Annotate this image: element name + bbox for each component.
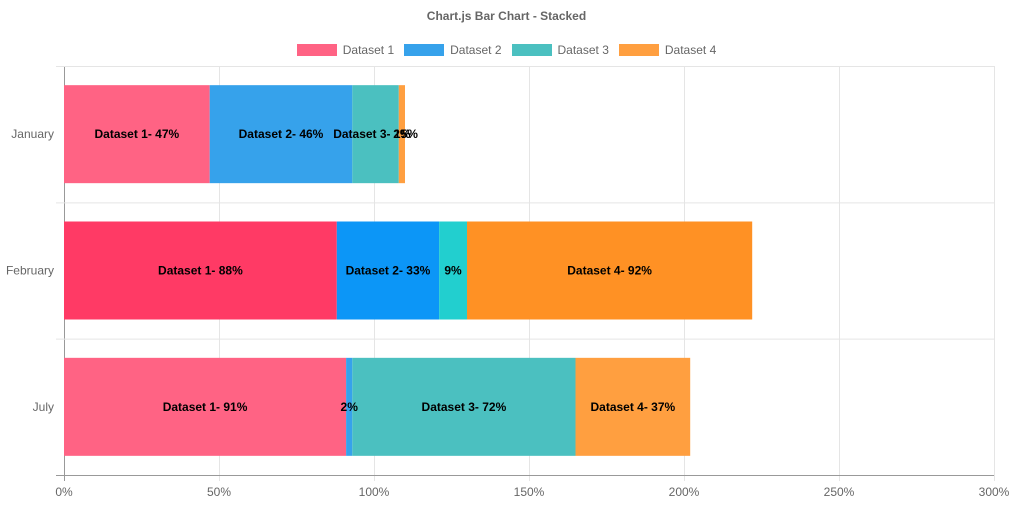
bar-segment [352, 85, 399, 184]
data-label: Dataset 3- 72% [422, 400, 507, 414]
legend-swatch [618, 44, 659, 56]
legend-label: Dataset 4 [664, 43, 717, 57]
legend-label: Dataset 1 [342, 43, 395, 57]
data-label: Dataset 4- 92% [567, 264, 652, 278]
x-tick-label: 250% [824, 485, 855, 499]
x-tick-label: 300% [979, 485, 1010, 499]
y-tick-label: January [11, 127, 54, 141]
data-label: 2% [341, 400, 359, 414]
bar-segment [439, 221, 467, 320]
y-tick-label: February [6, 264, 54, 278]
bar-segment [352, 357, 576, 456]
data-label: Dataset 2- 46% [239, 127, 324, 141]
bar-segment [64, 85, 210, 184]
legend-swatch [404, 44, 445, 56]
legend-item[interactable]: Dataset 3 [511, 43, 609, 57]
data-label: Dataset 4- 37% [590, 400, 675, 414]
bar-segment [64, 221, 337, 320]
legend: Dataset 1 Dataset 2 Dataset 3 Dataset 4 [0, 42, 1013, 58]
data-label: Dataset 1- 88% [158, 264, 243, 278]
data-label: Dataset 1- 91% [163, 400, 248, 414]
legend-label: Dataset 3 [557, 43, 609, 57]
bar-segment [336, 221, 440, 320]
legend-swatch [296, 44, 337, 56]
bar-segment [346, 357, 353, 456]
data-label: Dataset 1- 47% [94, 127, 179, 141]
legend-item[interactable]: Dataset 4 [618, 43, 717, 57]
bar-segment [467, 221, 753, 320]
legend-label: Dataset 2 [450, 43, 502, 57]
bar-segment [64, 357, 347, 456]
x-tick-label: 200% [669, 485, 700, 499]
data-label: 9% [444, 264, 462, 278]
legend-item[interactable]: Dataset 1 [296, 43, 395, 57]
data-label: 2% [393, 127, 411, 141]
data-label: Dataset 2- 33% [346, 264, 431, 278]
data-label: Dataset 3- 15% [333, 127, 418, 141]
x-tick-label: 50% [207, 485, 231, 499]
x-tick-label: 100% [359, 485, 390, 499]
y-tick-label: July [33, 400, 54, 414]
bar-segment [575, 357, 691, 456]
x-tick-label: 0% [55, 485, 73, 499]
chart-title: Chart.js Bar Chart - Stacked [426, 9, 587, 23]
x-tick-label: 150% [514, 485, 545, 499]
legend-swatch [511, 44, 552, 56]
bar-segment [209, 85, 353, 184]
legend-item[interactable]: Dataset 2 [404, 43, 502, 57]
bar-segment [398, 85, 405, 184]
